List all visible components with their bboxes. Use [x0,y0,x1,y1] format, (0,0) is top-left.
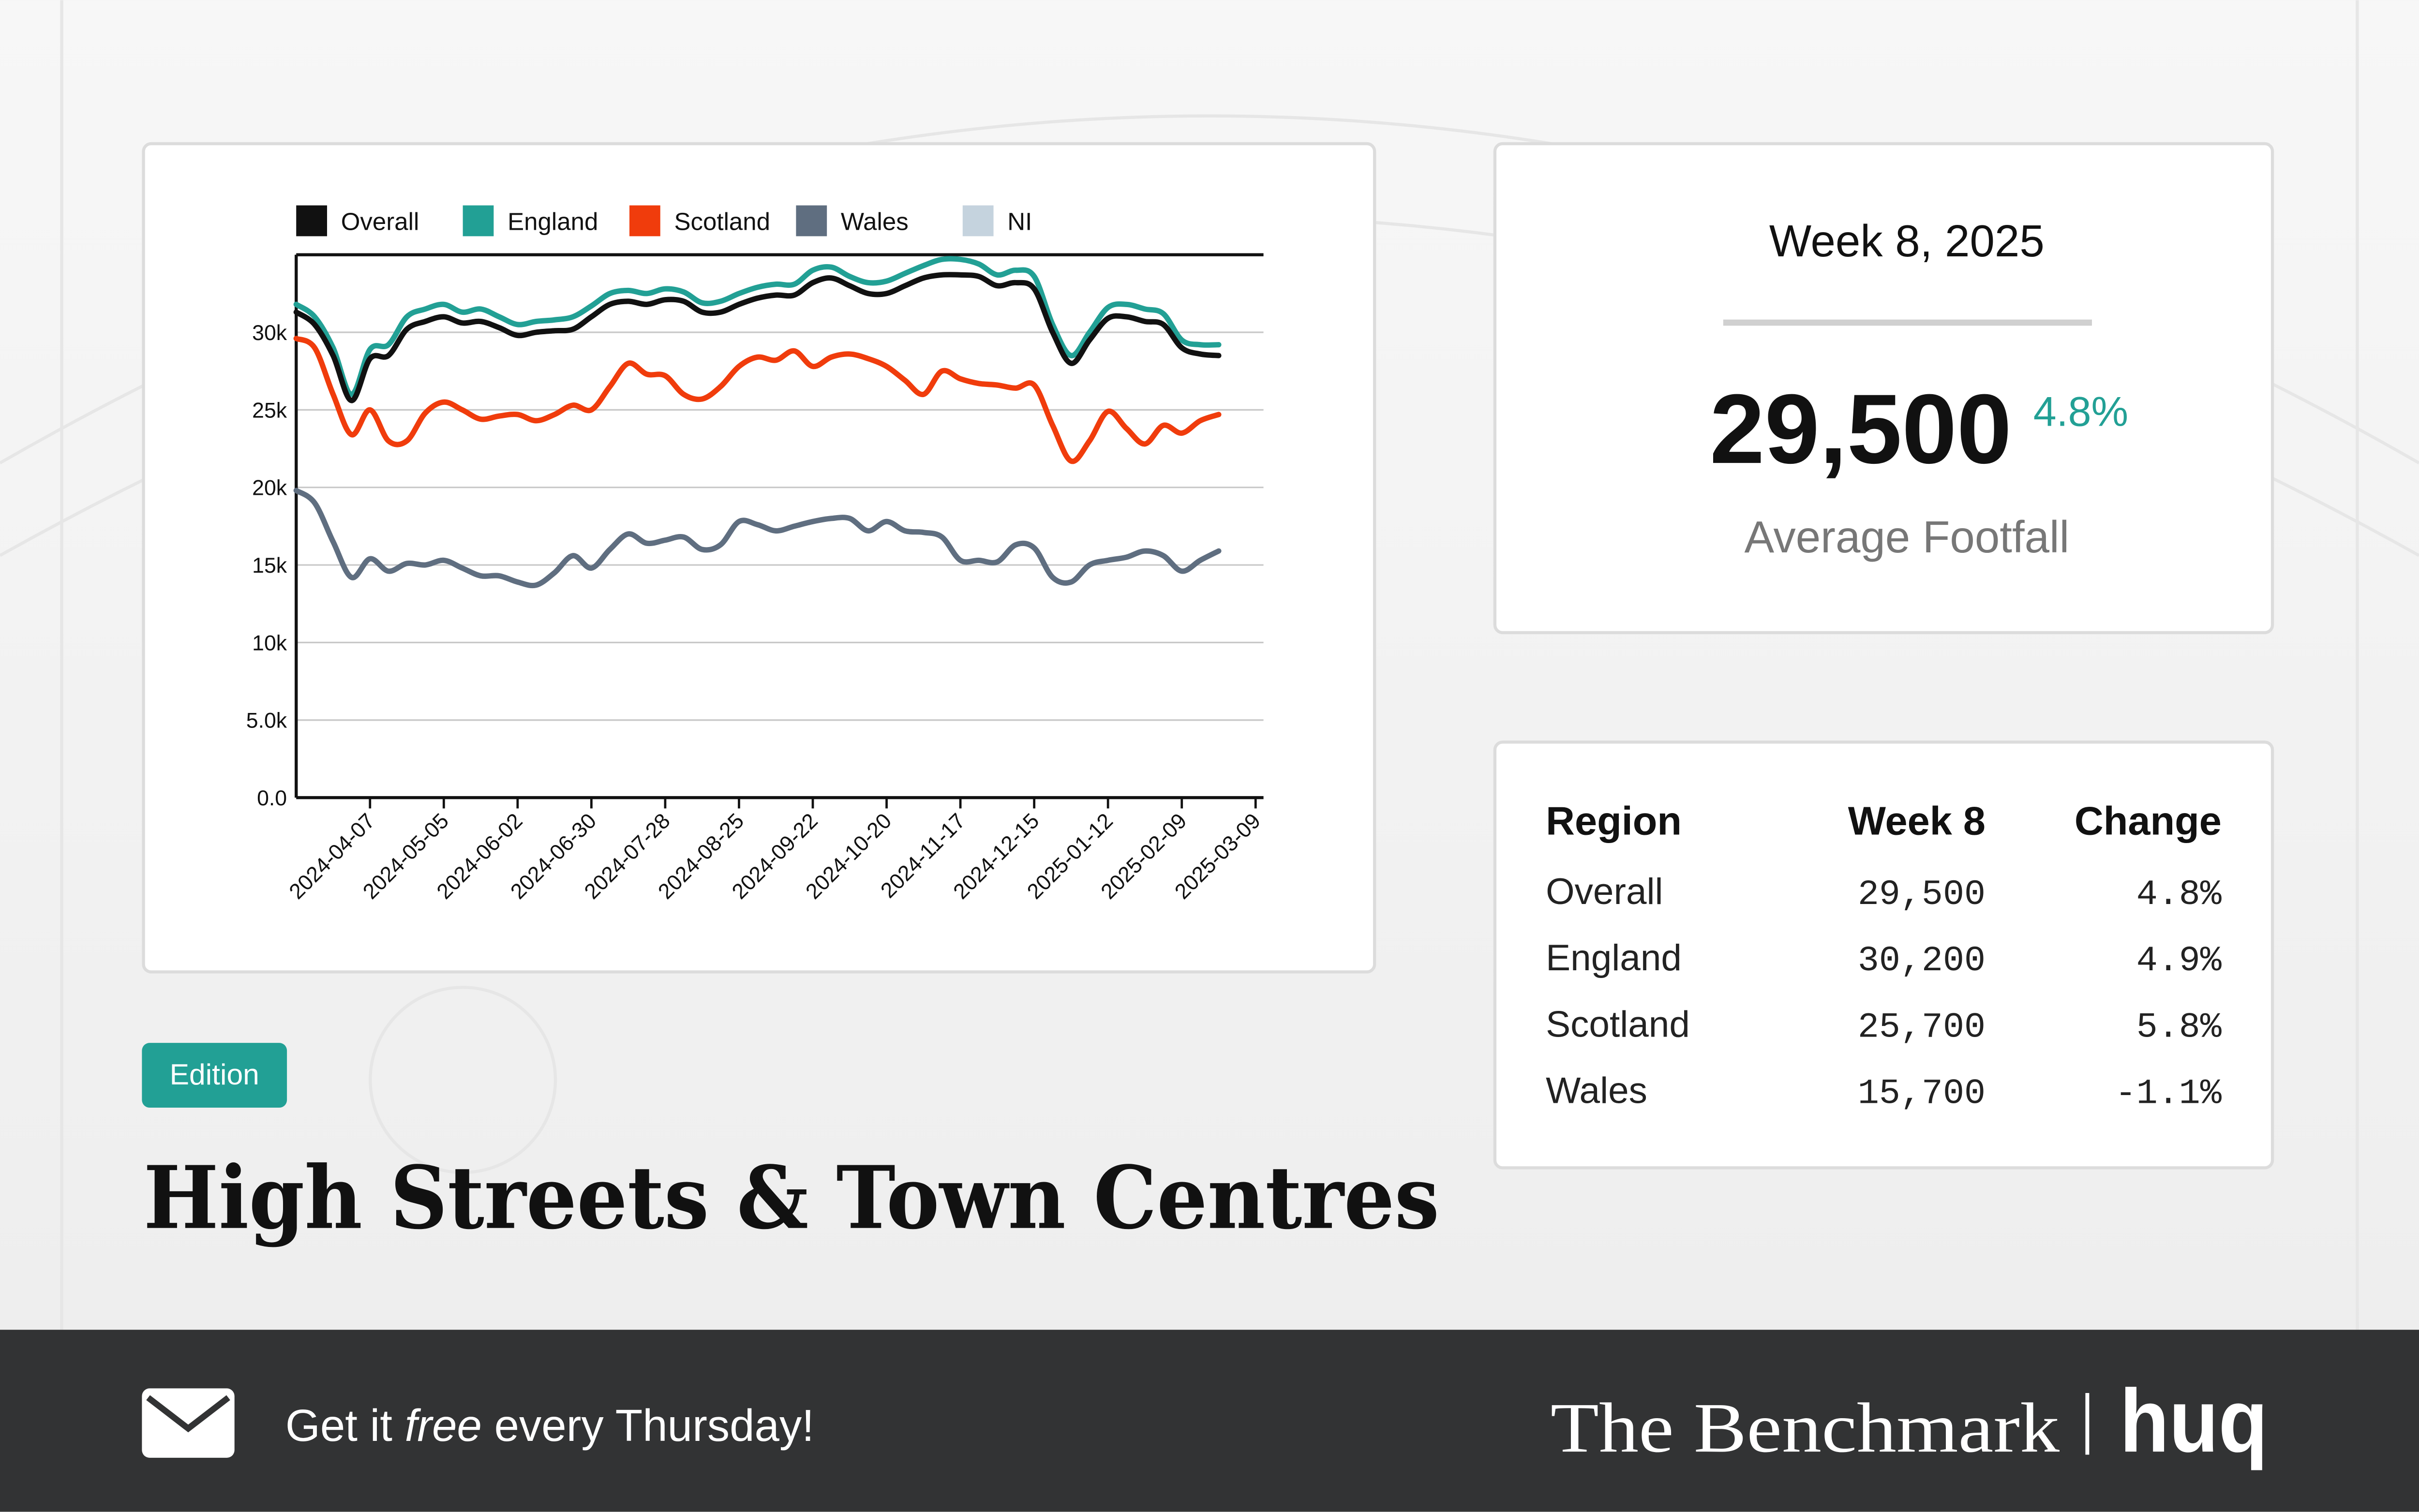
y-tick-label: 15k [252,554,287,578]
brand-name: The Benchmark [1551,1388,2060,1467]
legend-swatch [463,205,494,237]
mail-icon [142,1388,235,1458]
legend-label: England [508,208,598,236]
table-header: Week 8 [1848,799,1986,844]
cta-part: Get it [285,1400,405,1451]
legend-label: NI [1007,208,1032,236]
edition-badge [142,1043,287,1108]
brand-logo: huq [2120,1371,2268,1471]
legend-label: Overall [341,208,419,236]
y-tick-label: 25k [252,399,287,422]
y-tick-label: 5.0k [246,709,287,733]
cta-emphasis: free [405,1400,482,1451]
table-cell: England [1546,937,1682,978]
table-cell: 15,700 [1858,1074,1986,1114]
table-card [1493,741,2274,1170]
y-tick-label: 30k [252,321,287,345]
footer [0,1330,2419,1512]
table-cell: 30,200 [1858,941,1986,981]
table-header: Change [2075,799,2222,844]
table-cell: 5.8% [2136,1008,2222,1048]
table-cell: 25,700 [1858,1008,1986,1048]
table-cell: 4.8% [2136,875,2222,915]
legend-swatch [296,205,328,237]
legend-swatch [629,205,660,237]
series-line [293,256,1222,397]
table: Region Week 8 Change Overall 29,500 4.8% Engla… [1546,799,2222,1114]
legend-label: Scotland [674,208,770,236]
y-tick-label: 10k [252,631,287,655]
summary-change: 4.8% [2033,389,2128,435]
table-cell: Scotland [1546,1004,1690,1045]
series-line [293,272,1222,403]
y-tick-label: 20k [252,476,287,500]
legend-swatch [796,205,827,237]
summary-value: 29,500 [1710,374,2012,484]
page-title: High Streets & Town Centres [144,1147,1440,1249]
table-cell: -1.1% [2115,1074,2222,1114]
summary-label: Average Footfall [1744,512,2069,562]
legend-label: Wales [841,208,909,236]
table-header: Region [1546,799,1682,844]
badge-text: Edition [170,1058,259,1091]
table-cell: Overall [1546,871,1663,912]
series-line [293,488,1222,589]
summary-period: Week 8, 2025 [1769,216,2045,266]
table-cell: 29,500 [1858,875,1986,915]
series-line [293,336,1222,464]
table-cell: 4.9% [2136,941,2222,981]
summary-card [1493,142,2274,635]
legend-swatch [962,205,994,237]
y-tick-label: 0.0 [257,786,287,810]
table-cell: Wales [1546,1070,1647,1111]
footer-cta: Get it free every Thursday! [285,1400,814,1451]
cta-part: every Thursday! [482,1400,814,1451]
